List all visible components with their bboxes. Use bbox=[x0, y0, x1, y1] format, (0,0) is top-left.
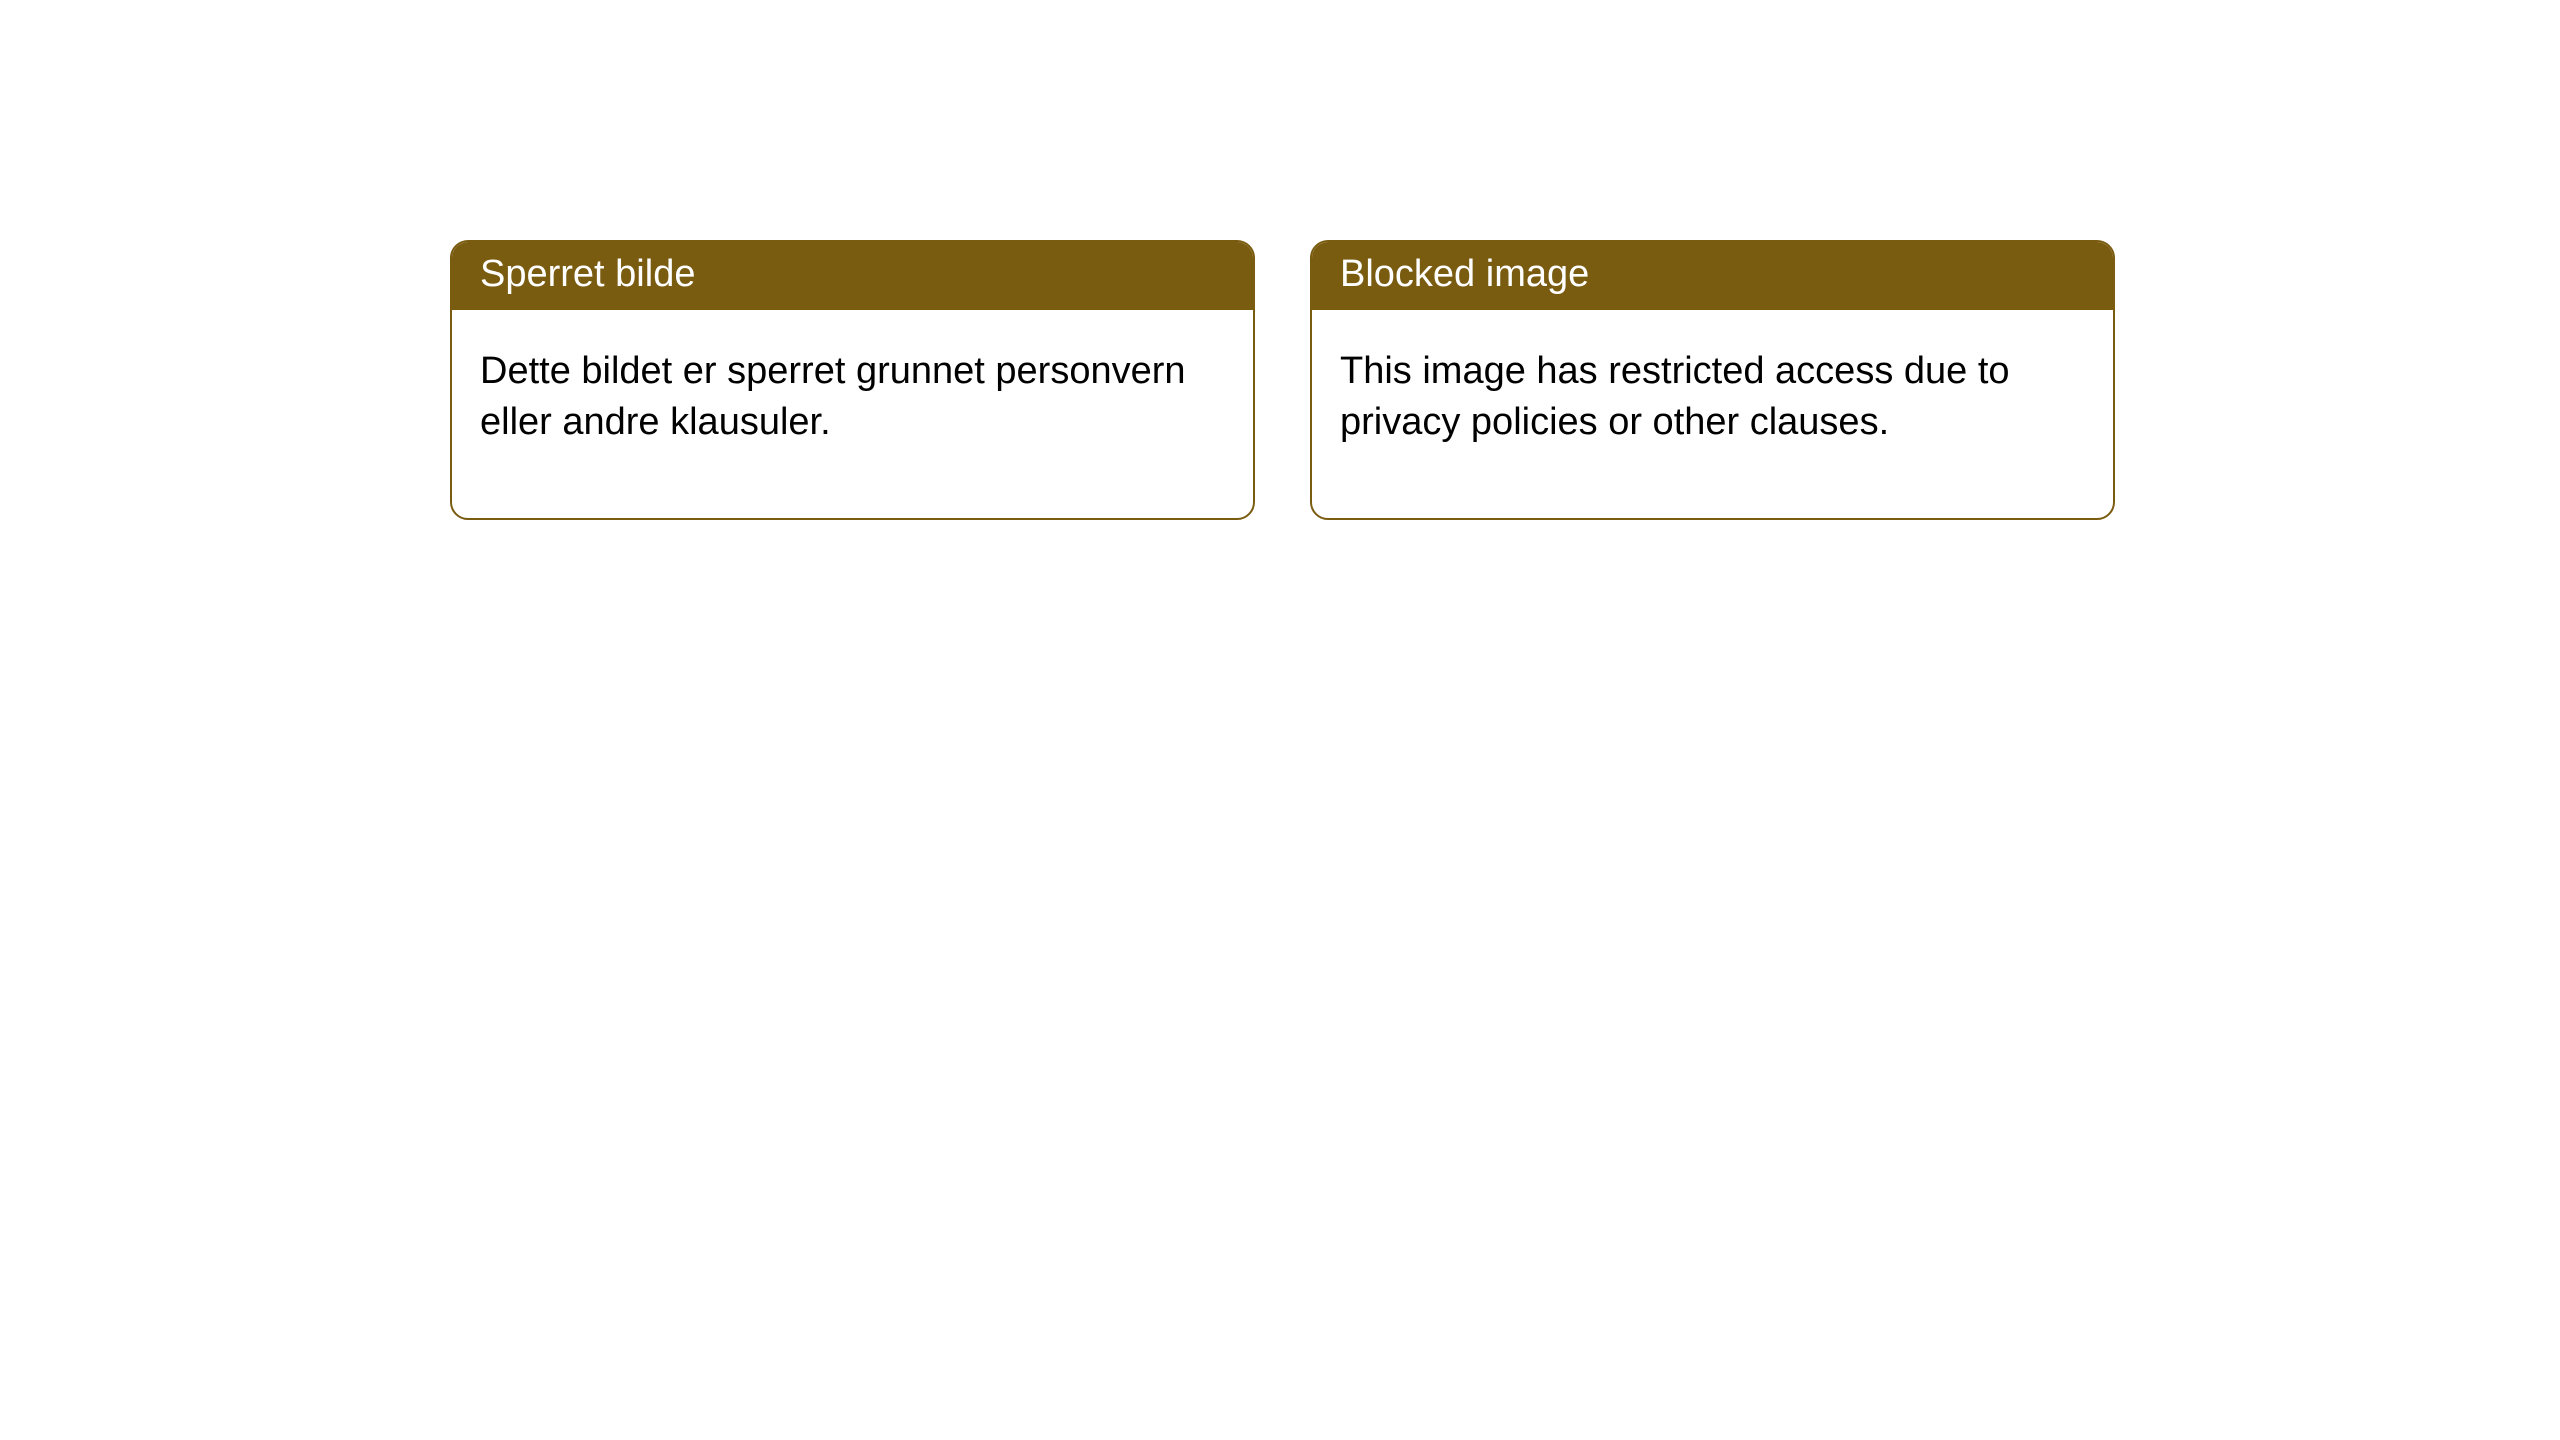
card-body: Dette bildet er sperret grunnet personve… bbox=[452, 310, 1253, 519]
card-title: Sperret bilde bbox=[480, 253, 695, 295]
card-body-text: Dette bildet er sperret grunnet personve… bbox=[480, 350, 1186, 443]
card-title: Blocked image bbox=[1340, 253, 1589, 295]
card-header: Sperret bilde bbox=[452, 242, 1253, 310]
notice-card-norwegian: Sperret bilde Dette bildet er sperret gr… bbox=[450, 240, 1255, 520]
notice-card-english: Blocked image This image has restricted … bbox=[1310, 240, 2115, 520]
card-header: Blocked image bbox=[1312, 242, 2113, 310]
card-body-text: This image has restricted access due to … bbox=[1340, 350, 2010, 443]
card-body: This image has restricted access due to … bbox=[1312, 310, 2113, 519]
notice-cards-container: Sperret bilde Dette bildet er sperret gr… bbox=[0, 0, 2560, 520]
